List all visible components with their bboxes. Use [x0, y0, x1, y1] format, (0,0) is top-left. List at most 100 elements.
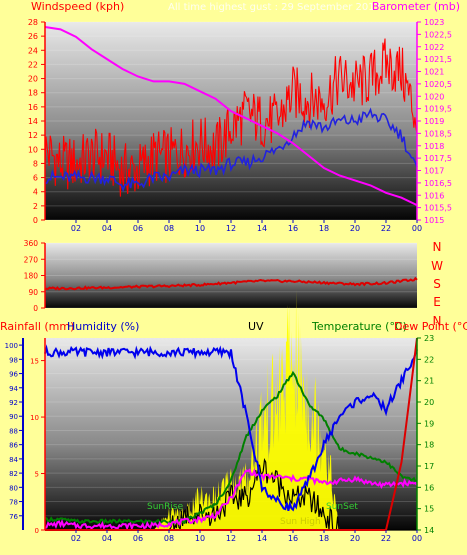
x-tick-label: 06	[133, 534, 143, 543]
windspeed-axis-label: Windspeed (kph)	[31, 0, 124, 13]
gridlines	[45, 344, 417, 517]
left-tick-label: 8	[33, 159, 38, 168]
humidity-tick-label: 96	[9, 371, 18, 379]
left-tick-label: 10	[28, 145, 38, 154]
dew-point-series-line	[44, 468, 418, 532]
humidity-tick-label: 86	[9, 442, 18, 450]
chart-title: All time highest gust : 29 September 201…	[168, 2, 381, 13]
left-tick-label: 12	[28, 131, 38, 140]
x-tick-label: 22	[381, 224, 391, 233]
compass-label: W	[431, 259, 443, 273]
right-tick-label: 1017	[424, 167, 444, 176]
x-tick-label: 12	[226, 224, 236, 233]
left-tick-label: 2	[33, 202, 38, 211]
x-tick-label: 08	[164, 534, 174, 543]
humidity-tick-label: 84	[9, 456, 18, 464]
left-tick-label: 270	[24, 255, 39, 264]
humidity-tick-label: 100	[5, 342, 18, 350]
left-tick-label: 0	[33, 216, 38, 225]
right-tick-label: 1015	[424, 216, 444, 225]
x-tick-label: 16	[288, 534, 298, 543]
series-lines	[44, 26, 418, 207]
temp-tick-label: 15	[424, 505, 434, 514]
temp-tick-label: 23	[424, 334, 434, 343]
humidity-tick-label: 78	[9, 499, 18, 507]
x-tick-label: 04	[102, 224, 112, 233]
left-tick-label: 24	[28, 46, 38, 55]
right-tick-label: 1021	[424, 68, 444, 77]
temp-tick-label: 19	[424, 419, 434, 428]
humidity-series-line	[44, 344, 418, 512]
compass-label: S	[433, 277, 441, 291]
right-tick-label: 1020,5	[424, 80, 452, 89]
x-tick-label: 20	[350, 224, 360, 233]
left-tick-label: 4	[33, 188, 38, 197]
x-tick-label: 12	[226, 534, 236, 543]
temp-tick-label: 16	[424, 483, 434, 492]
sun-high-annotation: Sun High	[280, 517, 321, 527]
x-tick-label: 16	[288, 224, 298, 233]
right-tick-label: 1021,5	[424, 55, 452, 64]
left-tick-label: 18	[28, 89, 38, 98]
dewpoint-axis-label: Dew Point (°C)	[394, 320, 467, 333]
temp-tick-label: 20	[424, 398, 434, 407]
right-tick-label: 1018	[424, 142, 444, 151]
right-tick-label: 1023	[424, 18, 444, 27]
barometer-series-line	[44, 26, 418, 207]
temp-tick-label: 14	[424, 526, 434, 535]
temp-tick-label: 21	[424, 377, 434, 386]
humidity-tick-label: 88	[9, 427, 18, 435]
rain-tick-label: 10	[30, 414, 39, 422]
left-tick-label: 16	[28, 103, 38, 112]
wind-direction-series-line	[44, 276, 418, 291]
x-tick-label: 08	[164, 224, 174, 233]
humidity-tick-label: 94	[9, 385, 18, 393]
axes: 7678808284868890929496981000510151415161…	[5, 334, 435, 543]
x-tick-label: 02	[71, 224, 81, 233]
left-tick-label: 22	[28, 60, 38, 69]
right-tick-label: 1017,5	[424, 154, 452, 163]
rain-tick-label: 15	[30, 358, 39, 366]
x-tick-label: 00	[412, 224, 422, 233]
x-tick-label: 18	[319, 224, 329, 233]
wind-barometer-chart: 024681012141618202224262810151015,510161…	[28, 0, 460, 233]
temperature-series-line	[44, 370, 418, 525]
left-tick-label: 360	[24, 239, 39, 248]
right-tick-label: 1022,5	[424, 30, 452, 39]
right-tick-label: 1019,5	[424, 105, 452, 114]
left-tick-label: 20	[28, 75, 38, 84]
right-tick-label: 1018,5	[424, 129, 452, 138]
right-tick-label: 1015,5	[424, 204, 452, 213]
temp-humidity-chart: 7678808284868890929496981000510151415161…	[0, 289, 467, 543]
uv-axis-label: UV	[248, 320, 264, 333]
rain-tick-label: 0	[35, 527, 39, 535]
x-tick-label: 06	[133, 224, 143, 233]
x-tick-label: 14	[257, 534, 267, 543]
left-tick-label: 14	[28, 117, 38, 126]
humidity-tick-label: 98	[9, 356, 18, 364]
uv-area	[45, 289, 417, 530]
compass-label: N	[433, 314, 442, 328]
series-lines	[44, 276, 418, 291]
gust-series-line	[44, 38, 418, 197]
left-tick-label: 0	[33, 304, 38, 313]
left-tick-label: 180	[24, 272, 39, 281]
x-tick-label: 10	[195, 534, 205, 543]
rain-tick-label: 5	[35, 471, 39, 479]
compass-label: N	[433, 240, 442, 254]
average-wind-series-line	[44, 107, 418, 193]
x-tick-label: 22	[381, 534, 391, 543]
left-tick-label: 90	[28, 288, 38, 297]
left-tick-label: 6	[33, 174, 38, 183]
right-tick-label: 1020	[424, 92, 444, 101]
temp-tick-label: 18	[424, 441, 434, 450]
left-tick-label: 28	[28, 18, 38, 27]
humidity-tick-label: 76	[9, 513, 18, 521]
humidity-tick-label: 80	[9, 484, 18, 492]
x-tick-label: 20	[350, 534, 360, 543]
axes: 024681012141618202224262810151015,510161…	[28, 18, 452, 233]
sunrise-annotation: SunRise	[147, 502, 184, 512]
